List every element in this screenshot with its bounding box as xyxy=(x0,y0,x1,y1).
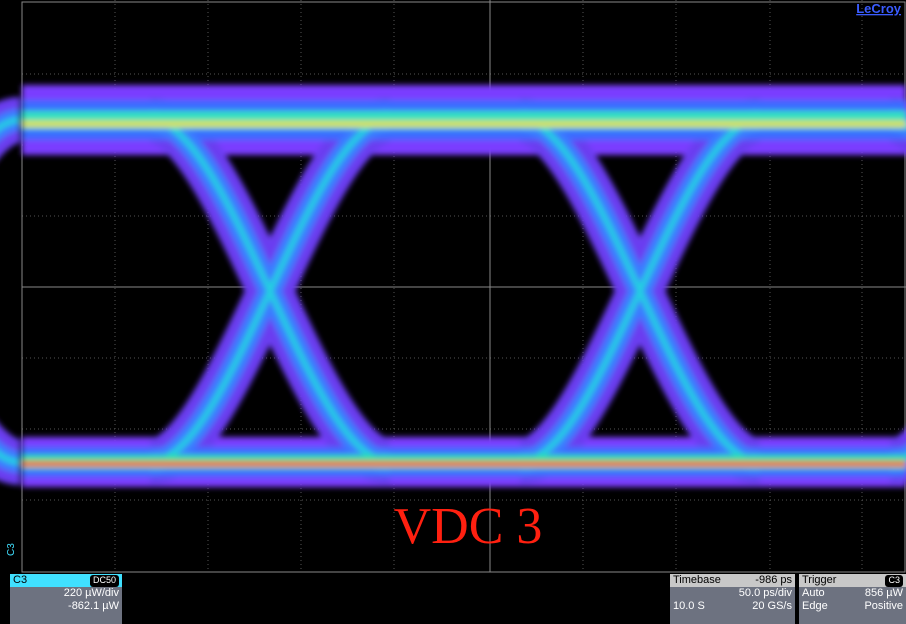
record-length: 10.0 S xyxy=(673,600,705,613)
channel-offset: -862.1 µW xyxy=(13,600,119,613)
coupling: DC50 xyxy=(90,575,119,587)
scope-screen: LeCroy VDC 3 C3 C3 DC50 220 µW/div-862.1 … xyxy=(0,0,906,624)
timebase-delay: -986 ps xyxy=(755,574,792,587)
timebase-scale: 50.0 ps/div xyxy=(673,587,792,600)
sample-rate: 20 GS/s xyxy=(752,600,792,613)
annotation: VDC 3 xyxy=(394,498,543,555)
trigger-level: 856 µW xyxy=(865,587,903,600)
timebase-title: Timebase xyxy=(673,574,721,587)
waveform-display: LeCroy VDC 3 C3 xyxy=(0,0,906,574)
trigger-slope: Positive xyxy=(864,600,903,613)
brand-logo: LeCroy xyxy=(856,1,902,16)
trigger-type: Edge xyxy=(802,600,828,613)
channel-name: C3 xyxy=(13,574,27,587)
trigger-title: Trigger xyxy=(802,574,836,587)
channel-marker: C3 xyxy=(6,543,17,556)
trigger-panel[interactable]: Trigger C3 Auto 856 µW Edge Positive xyxy=(799,574,906,624)
channel-panel[interactable]: C3 DC50 220 µW/div-862.1 µW xyxy=(10,574,122,624)
channel-scale: 220 µW/div xyxy=(13,587,119,600)
trigger-mode: Auto xyxy=(802,587,825,600)
trigger-source: C3 xyxy=(885,575,903,587)
